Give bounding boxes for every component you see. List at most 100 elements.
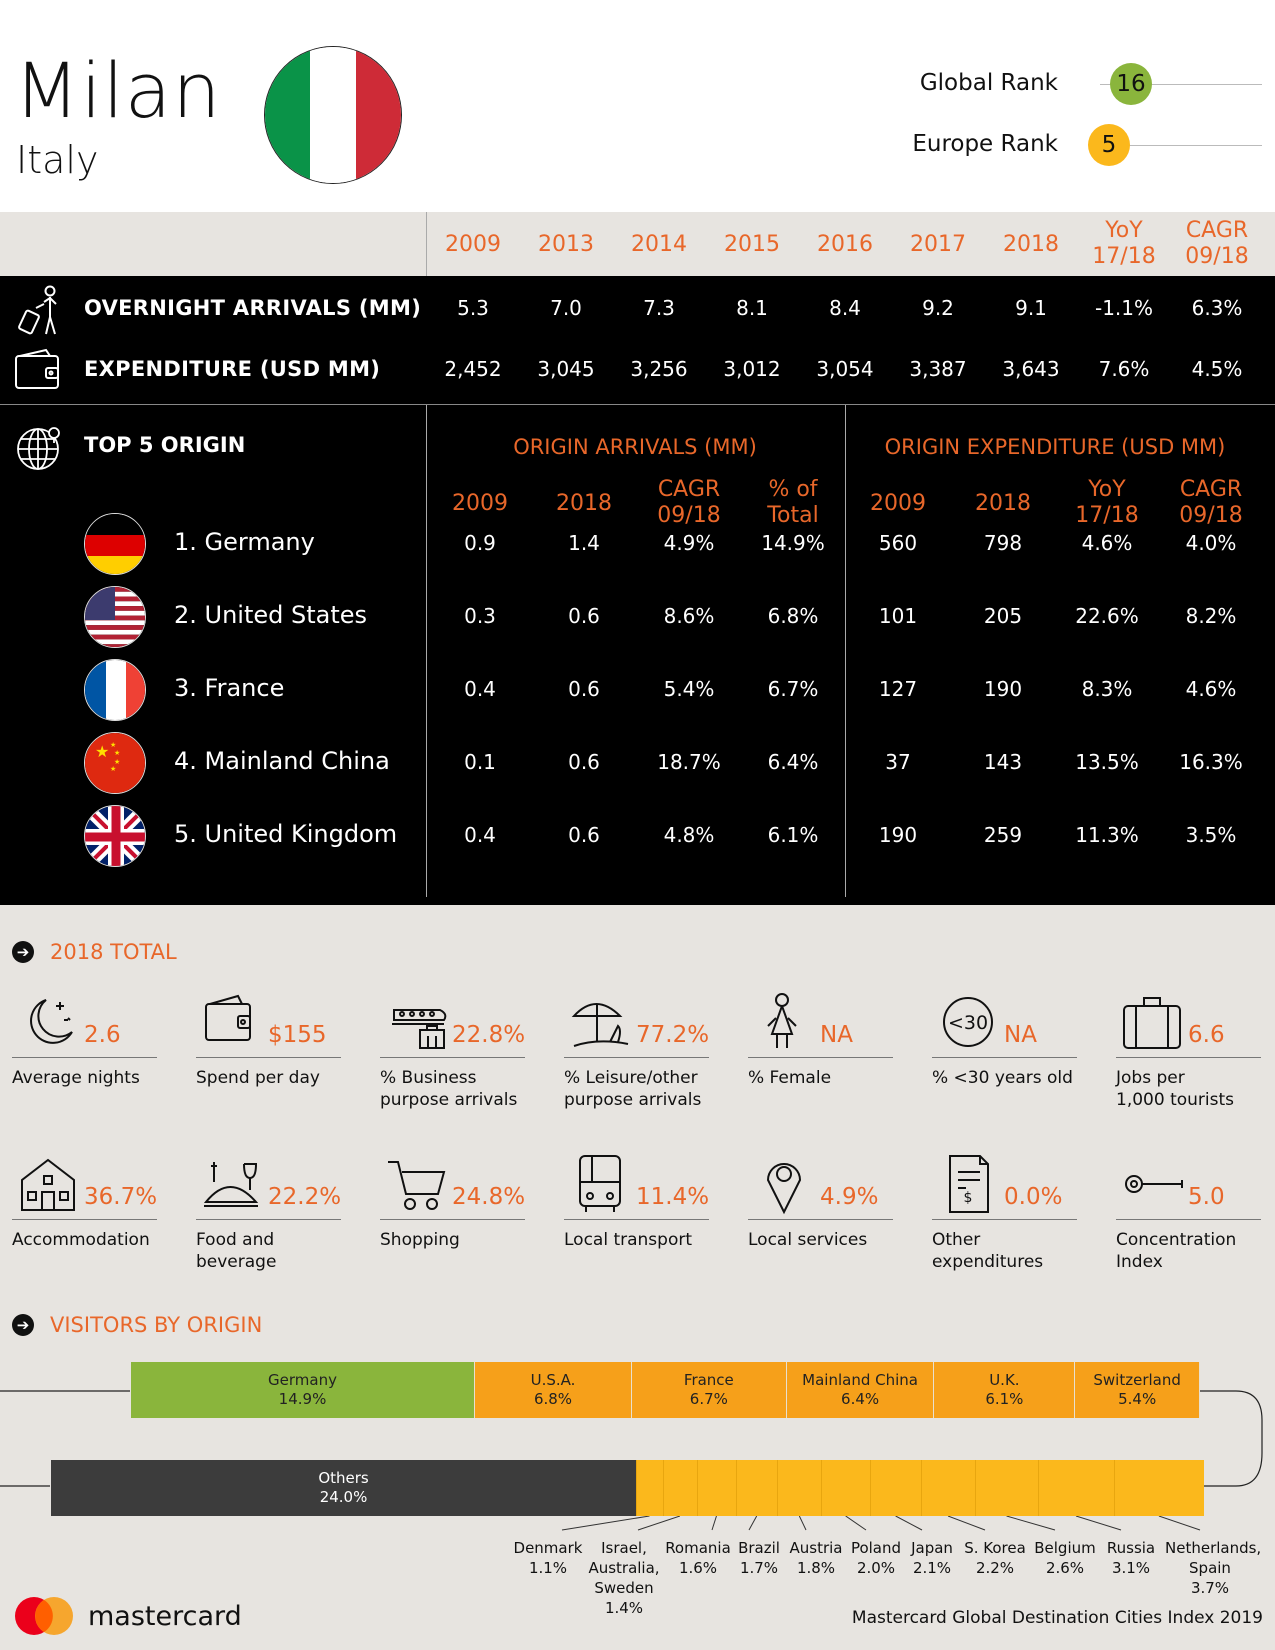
origin-value: 0.6 bbox=[568, 823, 600, 847]
origin-value: 1.4 bbox=[568, 531, 600, 555]
receipt-icon: $ bbox=[936, 1152, 1000, 1216]
label-pct: 1.4% bbox=[604, 1599, 644, 1617]
origin-value: 0.4 bbox=[464, 677, 496, 701]
stat-label: Local services bbox=[748, 1229, 918, 1251]
stat-value: 77.2% bbox=[636, 1022, 710, 1048]
stat-label: Other expenditures bbox=[932, 1229, 1102, 1273]
header-line: 2009 bbox=[870, 491, 926, 516]
origin-value: 11.3% bbox=[1075, 823, 1139, 847]
origin-value: 6.1% bbox=[767, 823, 819, 847]
label-line: % <30 years old bbox=[932, 1068, 1073, 1088]
column-divider bbox=[426, 405, 427, 897]
origin-country-name: 1. Germany bbox=[174, 528, 315, 556]
stat-divider bbox=[380, 1057, 525, 1058]
label-line: Local transport bbox=[564, 1230, 693, 1250]
metric-value: 5.3 bbox=[457, 296, 489, 320]
header-line: 2018 bbox=[556, 491, 612, 516]
label-line: Australia, bbox=[588, 1559, 660, 1577]
stat-label: % <30 years old bbox=[932, 1067, 1102, 1089]
global-rank-label: Global Rank bbox=[919, 70, 1058, 96]
label-line: Romania bbox=[665, 1539, 731, 1557]
stat-divider bbox=[380, 1219, 525, 1220]
stat-label: Local transport bbox=[564, 1229, 734, 1251]
label-line: Index bbox=[1116, 1252, 1163, 1272]
visitor-segment: Germany 14.9% bbox=[131, 1362, 476, 1418]
origin-column-header: 2009 bbox=[430, 491, 530, 517]
section-title: VISITORS BY ORIGIN bbox=[50, 1313, 263, 1337]
stat-value: NA bbox=[1004, 1022, 1037, 1048]
origin-value: 0.1 bbox=[464, 750, 496, 774]
italy-flag-icon bbox=[264, 46, 402, 184]
origin-value: 0.9 bbox=[464, 531, 496, 555]
origin-value: 6.4% bbox=[767, 750, 819, 774]
segment-pct: 24.0% bbox=[319, 1488, 368, 1506]
stat-value: $155 bbox=[268, 1022, 327, 1048]
visitors-connector-lines bbox=[0, 1390, 1263, 1487]
label-pct: 2.0% bbox=[856, 1559, 896, 1577]
visitor-segment: Switzerland 5.4% bbox=[1075, 1362, 1200, 1418]
pin-icon bbox=[752, 1152, 816, 1216]
visitor-small-label: S. Korea 2.2% bbox=[950, 1538, 1040, 1578]
header-line: 2018 bbox=[975, 491, 1031, 516]
overnight-arrivals-label: OVERNIGHT ARRIVALS (MM) bbox=[84, 296, 422, 320]
arrow-right-icon: ➔ bbox=[12, 1314, 34, 1336]
visitor-segment-small bbox=[735, 1460, 778, 1516]
visitor-segment-small bbox=[974, 1460, 1039, 1516]
stat-label: Spend per day bbox=[196, 1067, 366, 1089]
stat-value: NA bbox=[820, 1022, 853, 1048]
stat-label: % Leisure/other purpose arrivals bbox=[564, 1067, 734, 1111]
metric-value: 3,054 bbox=[816, 357, 874, 381]
stat-divider bbox=[12, 1219, 157, 1220]
europe-rank-label: Europe Rank bbox=[912, 131, 1058, 157]
train-briefcase-icon bbox=[384, 990, 448, 1054]
metric-value: 7.3 bbox=[643, 296, 675, 320]
origin-value: 4.9% bbox=[663, 531, 715, 555]
luggage-icon bbox=[1120, 990, 1184, 1054]
label-line: Sweden bbox=[594, 1579, 654, 1597]
year-header: 2009 bbox=[445, 232, 501, 257]
segment-pct: 6.4% bbox=[841, 1390, 880, 1408]
house-icon bbox=[16, 1152, 80, 1216]
stat-divider bbox=[564, 1057, 709, 1058]
yoy-header: YoY 17/18 bbox=[1079, 218, 1169, 270]
metric-value: -1.1% bbox=[1094, 296, 1154, 320]
label-line: Average nights bbox=[12, 1068, 140, 1088]
label-pct: 2.2% bbox=[975, 1559, 1015, 1577]
visitor-small-label: Russia 3.1% bbox=[1086, 1538, 1176, 1578]
bus-icon bbox=[568, 1152, 632, 1216]
metric-value: 2,452 bbox=[444, 357, 502, 381]
svg-text:★: ★ bbox=[110, 765, 116, 773]
metric-value: 3,256 bbox=[630, 357, 688, 381]
origin-value: 3.5% bbox=[1185, 823, 1237, 847]
usa-flag-icon bbox=[84, 586, 146, 648]
expenditure-label: EXPENDITURE (USD MM) bbox=[84, 357, 381, 381]
segment-pct: 6.1% bbox=[985, 1390, 1024, 1408]
metric-value: 8.1 bbox=[736, 296, 768, 320]
visitor-segment-small bbox=[662, 1460, 697, 1516]
origin-value: 0.6 bbox=[568, 677, 600, 701]
header-line: CAGR bbox=[1185, 218, 1249, 243]
label-line: purpose arrivals bbox=[380, 1090, 518, 1110]
year-header: 2017 bbox=[910, 232, 966, 257]
origin-expenditure-title: ORIGIN EXPENDITURE (USD MM) bbox=[884, 435, 1226, 459]
header: Milan Italy Global Rank 16 Europe Rank 5 bbox=[0, 0, 1275, 212]
origin-value: 190 bbox=[878, 823, 918, 847]
origin-value: 101 bbox=[878, 604, 918, 628]
source-note: Mastercard Global Destination Cities Ind… bbox=[851, 1608, 1263, 1628]
metric-value: 9.1 bbox=[1015, 296, 1047, 320]
origin-value: 37 bbox=[885, 750, 911, 774]
origin-country-name: 5. United Kingdom bbox=[174, 820, 398, 848]
origin-value: 0.6 bbox=[568, 750, 600, 774]
visitor-segment-small bbox=[870, 1460, 922, 1516]
years-header bbox=[0, 212, 1275, 276]
visitor-segment: Mainland China 6.4% bbox=[786, 1362, 935, 1418]
origin-column-header: CAGR 09/18 bbox=[639, 477, 739, 529]
visitor-segment-small bbox=[636, 1460, 663, 1516]
segment-name: U.S.A. bbox=[530, 1371, 576, 1389]
visitor-segment-others: Others 24.0% bbox=[51, 1460, 637, 1516]
label-line: Austria bbox=[789, 1539, 843, 1557]
segment-leader-lines bbox=[561, 1516, 1201, 1531]
header-line: 2009 bbox=[452, 491, 508, 516]
global-rank-line bbox=[1100, 84, 1262, 85]
header-line: 09/18 bbox=[657, 503, 721, 528]
